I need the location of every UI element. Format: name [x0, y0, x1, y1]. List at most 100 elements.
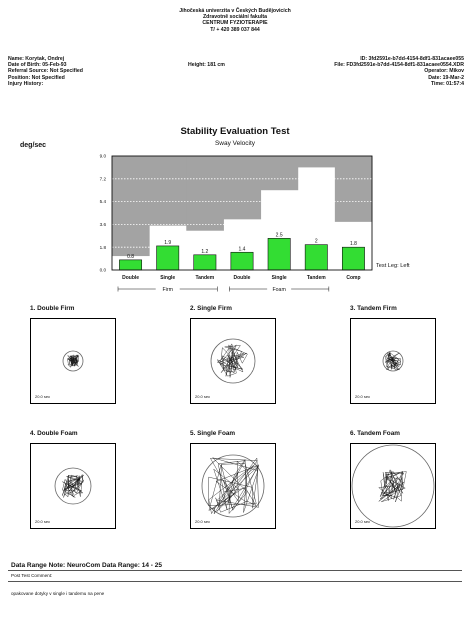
bar — [304, 244, 328, 271]
bar — [156, 245, 180, 271]
x-tick-label: Tandem — [307, 275, 326, 281]
tile-label: 2. Single Firm — [190, 305, 232, 312]
normal-limit-region — [223, 156, 262, 220]
y-tick-label: 3.6 — [100, 222, 107, 227]
header-line-faculty: Zdravotně sociální fakulta — [203, 14, 267, 21]
bar-value-label: 2.5 — [276, 232, 283, 238]
sway-velocity-chart: 0.0 1.8 3.6 5.4 7.2 9.0 0.8 Double 1.9 Single 1.2 T… — [100, 154, 410, 293]
patient-injury: Injury History: — [8, 80, 44, 87]
trial-duration: 20.0 sec — [195, 519, 211, 524]
header-line-center: CENTRUM FYZIOTERAPIE — [202, 20, 268, 27]
bar-value-label: 2 — [315, 239, 318, 245]
sway-path-plot: 20.0 sec — [190, 318, 276, 404]
institution-header: Jihočeská univerzita v Českých Budějovic… — [0, 8, 470, 33]
tile-label: 5. Single Foam — [190, 430, 236, 437]
operator: Operator: Mikov — [424, 68, 464, 75]
normal-limit-region — [260, 156, 299, 191]
normal-limit-region — [186, 156, 224, 231]
y-tick-label: 7.2 — [100, 176, 107, 181]
patient-dob: Date of Birth: 05-Feb-93 — [8, 62, 67, 69]
bar-value-label: 1.9 — [164, 240, 171, 246]
sway-path-graphic — [210, 338, 256, 384]
stability-limit-circle — [210, 338, 256, 384]
group-label: Foam — [273, 287, 286, 293]
post-test-comment: opakovane dotyky v single i tandemu na p… — [11, 591, 105, 596]
sway-trace — [216, 343, 248, 378]
patient-name: Name: Korytak, Ondrej — [8, 56, 65, 62]
normal-limit-region — [334, 156, 373, 222]
y-axis-unit-label: deg/sec — [20, 142, 47, 149]
divider — [8, 581, 462, 582]
y-tick-label: 0.0 — [100, 268, 107, 273]
bar-value-label: 0.8 — [127, 254, 134, 260]
sway-path-graphic — [62, 350, 84, 372]
divider — [8, 570, 462, 571]
sway-path-plot: 20.0 sec — [30, 318, 116, 404]
patient-referral: Referral Source: Not Specified — [8, 68, 83, 75]
sway-path-graphic — [54, 467, 92, 505]
tile-label: 1. Double Firm — [30, 305, 75, 312]
sway-path-graphic — [351, 444, 435, 528]
data-range-note: Data Range Note: NeuroCom Data Range: 14… — [11, 562, 162, 569]
trial-duration: 20.0 sec — [355, 394, 371, 399]
stability-limit-circle — [54, 467, 92, 505]
tile-label: 6. Tandem Foam — [350, 430, 400, 437]
x-tick-label: Tandem — [195, 275, 214, 281]
patient-info-right: ID: 3fd2591e-b7dd-4154-8df1-831acaee055 … — [334, 56, 464, 87]
stability-limit-circle — [351, 444, 435, 528]
normal-limit-region — [149, 156, 187, 226]
sway-trace — [384, 352, 401, 371]
sway-path-graphic — [201, 454, 265, 518]
y-tick-label: 9.0 — [100, 154, 107, 159]
bar-value-label: 1.8 — [350, 241, 357, 247]
y-tick-label: 5.4 — [100, 199, 107, 204]
post-test-comment-label: Post Test Comment: — [11, 573, 53, 578]
patient-height: Height: 181 cm — [188, 62, 225, 68]
sway-path-plot: 20.0 sec — [190, 443, 276, 529]
file-name: File: FD3fd2591e-b7dd-4154-8df1-831acaee… — [334, 62, 464, 69]
sway-path-plot: 20.0 sec — [350, 443, 436, 529]
patient-id: ID: 3fd2591e-b7dd-4154-8df1-831acaee055 — [360, 56, 464, 62]
header-line-university: Jihočeská univerzita v Českých Budějovic… — [179, 8, 291, 14]
normal-limit-region — [297, 156, 336, 168]
header-line-phone: T/ + 420 389 037 844 — [210, 26, 260, 33]
x-tick-label: Single — [272, 275, 287, 281]
trial-duration: 20.0 sec — [35, 394, 51, 399]
normal-limit-region — [112, 156, 150, 257]
report-title: Stability Evaluation Test — [180, 126, 290, 137]
bar — [193, 254, 217, 271]
sway-path-plot: 20.0 sec — [350, 318, 436, 404]
bar-value-label: 1.2 — [201, 249, 208, 255]
test-time: Time: 01:57:4 — [430, 80, 464, 87]
x-tick-label: Single — [160, 275, 175, 281]
stability-limit-circle — [382, 350, 404, 372]
plot-frame — [111, 155, 373, 271]
tile-label: 3. Tandem Firm — [350, 305, 397, 312]
test-date: Date: 19-Mar-2 — [428, 74, 464, 81]
bar-value-label: 1.4 — [239, 246, 246, 252]
stability-limit-circle — [62, 350, 84, 372]
bar — [267, 238, 291, 271]
patient-info-left: Name: Korytak, Ondrej Date of Birth: 05-… — [8, 56, 83, 87]
x-tick-label: Comp — [346, 275, 360, 281]
bar — [230, 251, 254, 271]
sway-trace — [378, 469, 407, 503]
trial-duration: 20.0 sec — [35, 519, 51, 524]
patient-position: Position: Not Specified — [8, 74, 65, 81]
sway-trace — [208, 457, 259, 515]
bar — [341, 246, 365, 271]
test-leg-label: Test Leg: Left — [376, 263, 410, 269]
x-tick-label: Double — [234, 275, 251, 281]
tile-label: 4. Double Foam — [30, 430, 78, 437]
sway-trace — [62, 473, 84, 498]
bar — [119, 259, 143, 271]
trial-duration: 20.0 sec — [355, 519, 371, 524]
sway-trace — [66, 354, 80, 368]
trial-duration: 20.0 sec — [195, 394, 211, 399]
sway-path-graphic — [382, 350, 404, 372]
x-tick-label: Double — [122, 275, 139, 281]
y-tick-label: 1.8 — [100, 245, 107, 250]
stability-limit-circle — [201, 454, 265, 518]
sway-path-plot: 20.0 sec — [30, 443, 116, 529]
group-label: Firm — [163, 287, 173, 293]
